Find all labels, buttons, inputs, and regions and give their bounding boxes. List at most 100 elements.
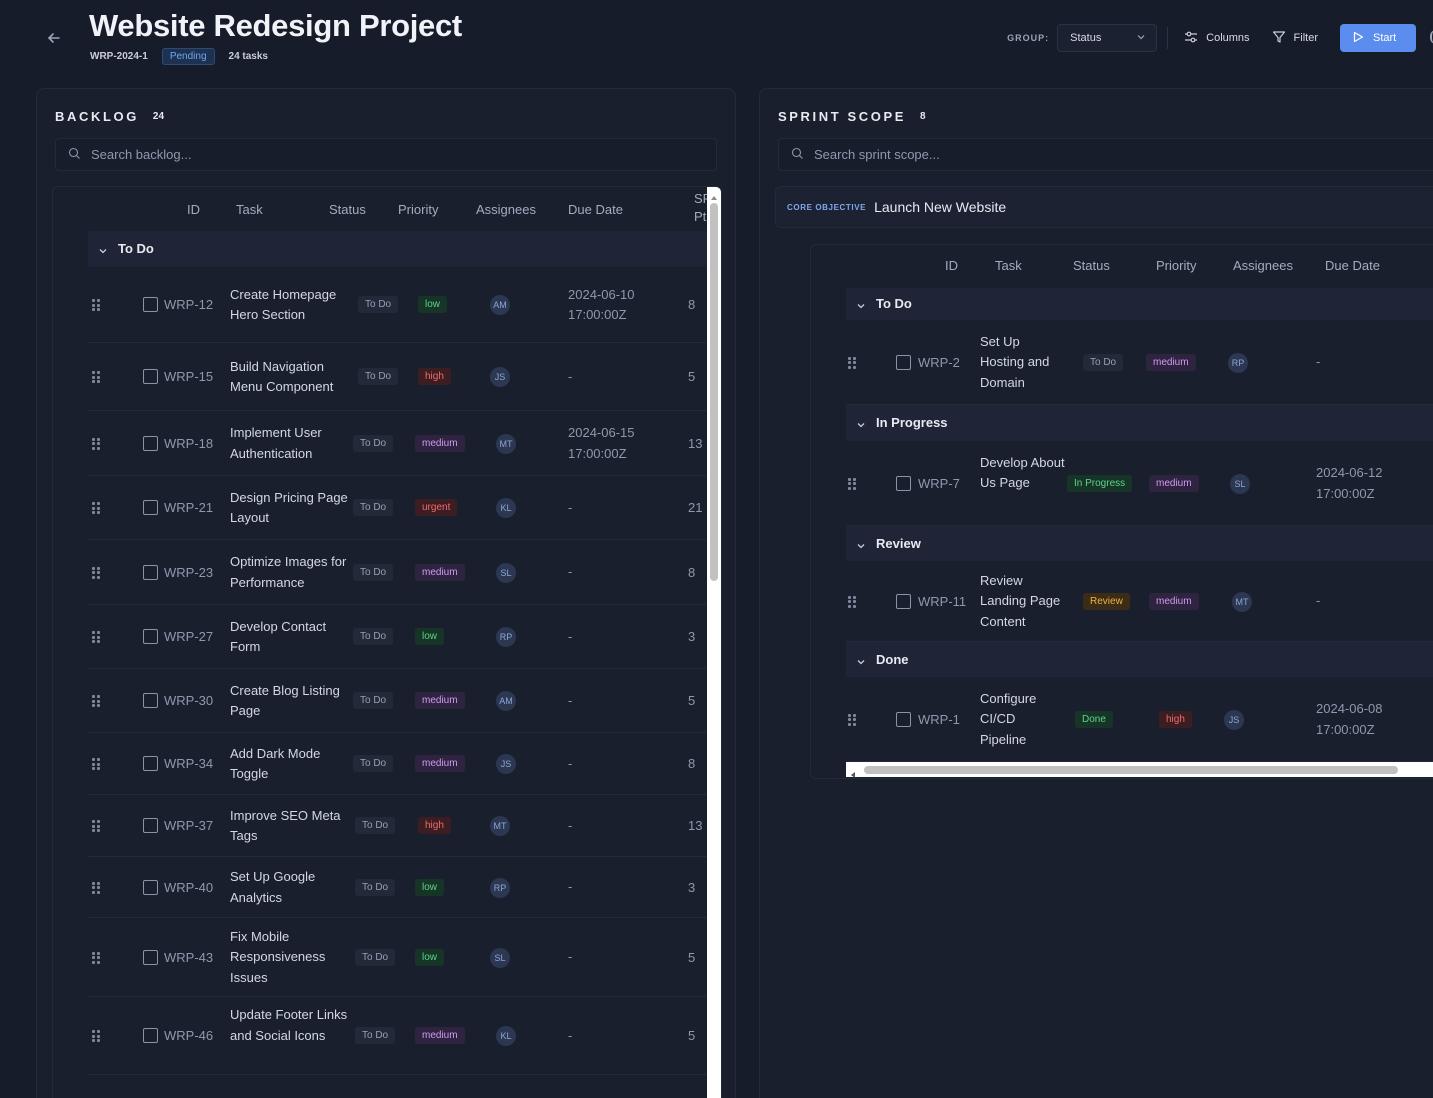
priority-badge[interactable]: medium — [415, 434, 465, 452]
table-row[interactable]: WRP-40 Set Up Google Analytics To Do low RP -… — [88, 857, 708, 918]
drag-handle-icon[interactable] — [848, 713, 856, 726]
task-title[interactable]: Set Up Hosting and Domain — [980, 333, 1050, 390]
task-title[interactable]: Review Landing Page Content — [980, 572, 1061, 629]
task-title[interactable]: Fix Mobile Responsiveness Issues — [230, 928, 326, 985]
task-id[interactable]: WRP-46 — [164, 1028, 214, 1043]
scroll-up-arrow-icon[interactable] — [710, 189, 718, 207]
row-checkbox[interactable] — [143, 879, 158, 895]
drag-handle-icon[interactable] — [92, 502, 100, 514]
column-header[interactable]: Assignees — [1233, 258, 1293, 273]
task-id[interactable]: WRP-7 — [918, 475, 960, 491]
task-id[interactable]: WRP-34 — [164, 756, 214, 771]
row-checkbox[interactable] — [143, 500, 158, 515]
priority-badge[interactable]: low — [415, 628, 445, 645]
task-title[interactable]: Implement User Authentication — [230, 425, 322, 461]
avatar[interactable]: AM — [496, 691, 516, 711]
status-badge[interactable]: To Do — [355, 1027, 396, 1044]
task-id[interactable]: WRP-23 — [164, 564, 214, 580]
row-checkbox[interactable] — [143, 949, 158, 965]
column-header[interactable]: Priority — [1156, 258, 1197, 273]
priority-badge[interactable]: high — [418, 368, 451, 385]
status-badge[interactable]: To Do — [355, 878, 396, 896]
status-badge[interactable]: Review — [1083, 592, 1130, 610]
task-title[interactable]: Design Pricing Page Layout — [230, 489, 348, 526]
backlog-search[interactable]: Search backlog... — [55, 138, 717, 171]
priority-badge[interactable]: medium — [1146, 353, 1196, 371]
avatar[interactable]: RP — [496, 627, 516, 647]
priority-badge[interactable]: medium — [415, 1027, 465, 1044]
row-checkbox[interactable] — [143, 629, 158, 644]
task-title[interactable]: Update Footer Links and Social Icons — [230, 1007, 348, 1043]
horizontal-scrollbar[interactable] — [846, 762, 1433, 778]
column-header[interactable]: ID — [945, 258, 958, 273]
chevron-down-icon[interactable] — [856, 539, 866, 554]
task-id[interactable]: WRP-30 — [164, 693, 214, 708]
priority-badge[interactable]: urgent — [415, 499, 458, 516]
task-id[interactable]: WRP-37 — [164, 818, 214, 833]
table-row[interactable]: WRP-12 Create Homepage Hero Section To Do l… — [88, 267, 708, 343]
status-badge[interactable]: To Do — [353, 563, 394, 581]
column-header[interactable]: Task — [236, 202, 263, 217]
row-checkbox[interactable] — [143, 1028, 158, 1043]
status-badge[interactable]: To Do — [353, 434, 394, 452]
avatar[interactable]: MT — [496, 433, 516, 454]
priority-badge[interactable]: medium — [1149, 474, 1199, 492]
drag-handle-icon[interactable] — [92, 820, 100, 832]
priority-badge[interactable]: medium — [415, 692, 465, 709]
table-row[interactable]: WRP-43 Fix Mobile Responsiveness Issues To… — [88, 918, 708, 997]
drag-handle-icon[interactable] — [848, 356, 856, 369]
group-header[interactable]: Review — [846, 526, 1433, 561]
status-badge[interactable]: Done — [1075, 710, 1113, 728]
task-id[interactable]: WRP-2 — [918, 354, 960, 370]
task-title[interactable]: Add Dark Mode Toggle — [230, 745, 321, 782]
avatar[interactable]: JS — [490, 367, 510, 387]
group-header[interactable]: To Do — [846, 288, 1433, 320]
status-badge[interactable]: To Do — [353, 755, 394, 772]
row-checkbox[interactable] — [896, 475, 911, 491]
columns-button[interactable]: Columns — [1184, 30, 1250, 47]
table-row[interactable]: WRP-7 Develop About Us Page In Progress med… — [846, 441, 1433, 526]
avatar[interactable]: AM — [490, 295, 510, 315]
table-row[interactable]: WRP-11 Review Landing Page Content Review m… — [846, 561, 1433, 642]
task-id[interactable]: WRP-1 — [918, 711, 960, 727]
task-title[interactable]: Create Blog Listing Page — [230, 682, 340, 719]
chevron-down-icon[interactable] — [98, 244, 108, 259]
avatar[interactable]: RP — [1228, 352, 1248, 373]
avatar[interactable]: KL — [496, 498, 516, 518]
table-row[interactable]: WRP-23 Optimize Images for Performance To … — [88, 540, 708, 605]
drag-handle-icon[interactable] — [92, 566, 100, 579]
scrollbar-thumb[interactable] — [710, 203, 718, 581]
avatar[interactable]: SL — [490, 947, 510, 968]
drag-handle-icon[interactable] — [92, 758, 100, 770]
table-row[interactable]: WRP-2 Set Up Hosting and Domain To Do mediu… — [846, 320, 1433, 405]
status-badge[interactable]: To Do — [355, 817, 396, 834]
drag-handle-icon[interactable] — [848, 595, 856, 608]
task-id[interactable]: WRP-18 — [164, 435, 214, 451]
table-row[interactable]: WRP-1 Configure CI/CD Pipeline Done high JS 2… — [846, 677, 1433, 762]
table-row[interactable]: WRP-37 Improve SEO Meta Tags To Do high MT - 1… — [88, 795, 708, 857]
drag-handle-icon[interactable] — [92, 695, 100, 707]
column-header[interactable]: Due Date — [1325, 258, 1380, 273]
drag-handle-icon[interactable] — [92, 631, 100, 643]
column-header[interactable]: Task — [995, 258, 1022, 273]
status-badge[interactable]: To Do — [353, 499, 394, 516]
status-badge[interactable]: To Do — [358, 368, 399, 385]
row-checkbox[interactable] — [143, 564, 158, 580]
avatar[interactable]: SL — [1230, 473, 1250, 494]
task-title[interactable]: Configure CI/CD Pipeline — [980, 690, 1037, 747]
scroll-left-arrow-icon[interactable] — [849, 766, 857, 778]
task-title[interactable]: Optimize Images for Performance — [230, 554, 347, 590]
group-header[interactable]: To Do — [88, 231, 708, 267]
table-row[interactable]: WRP-15 Build Navigation Menu Component To … — [88, 343, 708, 411]
row-checkbox[interactable] — [143, 756, 158, 771]
sprint-search[interactable]: Search sprint scope... — [778, 138, 1433, 171]
table-row[interactable]: WRP-18 Implement User Authentication To Do… — [88, 411, 708, 476]
priority-badge[interactable]: low — [418, 296, 448, 313]
priority-badge[interactable]: high — [1159, 710, 1192, 728]
group-select[interactable]: Status — [1057, 24, 1158, 52]
avatar[interactable]: JS — [496, 754, 516, 774]
task-id[interactable]: WRP-43 — [164, 949, 214, 965]
priority-badge[interactable]: low — [415, 878, 445, 896]
column-header[interactable]: Status — [1073, 258, 1110, 273]
task-title[interactable]: Develop Contact Form — [230, 618, 327, 655]
